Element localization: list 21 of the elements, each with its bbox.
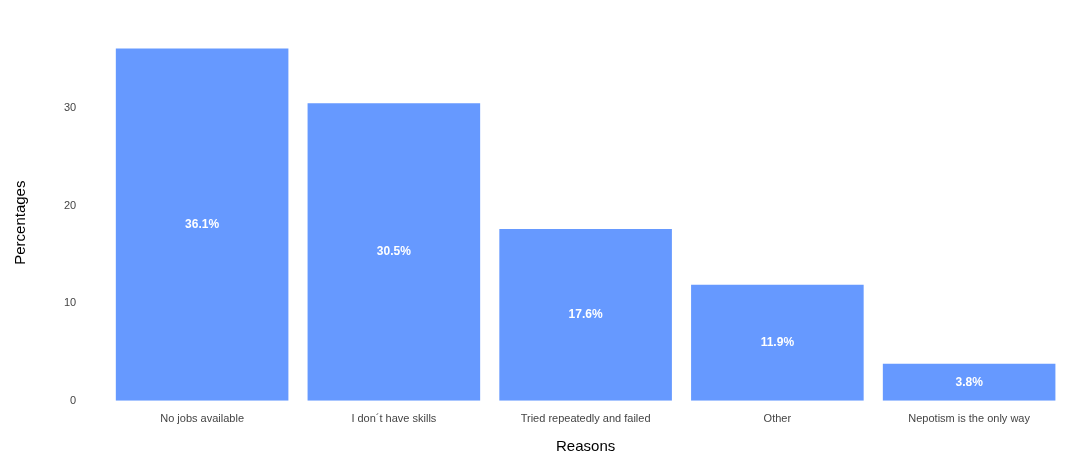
x-axis-title: Reasons <box>556 437 616 455</box>
bar <box>115 48 289 401</box>
y-axis-title: Percentages <box>11 180 29 265</box>
x-tick-label: Tried repeatedly and failed <box>520 412 651 425</box>
y-tick-label: 0 <box>70 393 77 406</box>
bar <box>499 229 672 401</box>
bar <box>691 284 864 401</box>
x-tick-label: Other <box>763 412 792 425</box>
bar <box>307 103 481 401</box>
x-tick-label: No jobs available <box>160 412 244 425</box>
x-tick-label: Nepotism is the only way <box>908 412 1031 425</box>
y-tick-label: 20 <box>63 198 77 211</box>
bar <box>882 363 1056 401</box>
data-label: 30.5% <box>376 244 412 259</box>
data-label: 3.8% <box>955 374 984 389</box>
data-label: 36.1% <box>185 216 220 231</box>
data-label: 17.6% <box>568 307 603 322</box>
y-tick-label: 10 <box>63 296 77 309</box>
data-label: 11.9% <box>760 335 795 350</box>
y-tick-label: 30 <box>63 101 77 114</box>
x-tick-label: I don´t have skills <box>351 412 437 425</box>
